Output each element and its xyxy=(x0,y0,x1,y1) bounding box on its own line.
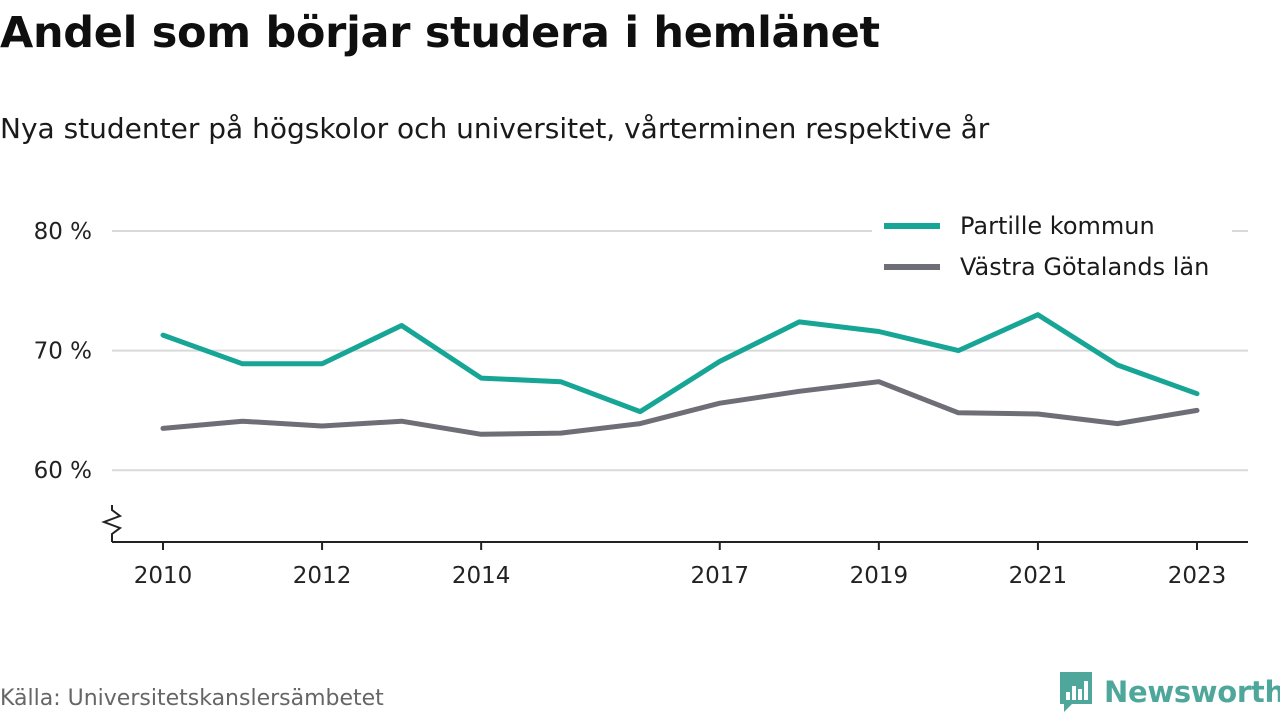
line-chart: 60 % 70 % 80 % 2010 2012 2014 2017 2019 2021 2023… xyxy=(33,204,1248,589)
source-note: Källa: Universitetskanslersämbetet xyxy=(0,686,384,711)
chart-title: Andel som börjar studera i hemlänet xyxy=(0,8,880,58)
x-tick-label: 2012 xyxy=(293,563,352,589)
x-tick-label: 2019 xyxy=(850,563,909,589)
x-tick-label: 2014 xyxy=(452,563,511,589)
series-line-0 xyxy=(160,312,1200,415)
axes: 60 % 70 % 80 % 2010 2012 2014 2017 2019 2021 2023 xyxy=(34,219,1248,589)
brand-logo: Newsworthy xyxy=(1058,670,1280,714)
x-tick-label: 2017 xyxy=(690,563,749,589)
series-lines xyxy=(160,312,1200,437)
legend-label: Västra Götalands län xyxy=(960,253,1209,281)
x-tick-label: 2021 xyxy=(1009,563,1068,589)
y-tick-label: 70 % xyxy=(34,339,92,365)
x-tick-label: 2023 xyxy=(1168,563,1227,589)
y-tick-label: 60 % xyxy=(34,458,92,484)
brand-name: Newsworthy xyxy=(1104,675,1280,709)
y-axis-break-marker xyxy=(101,505,123,542)
series-line-1 xyxy=(160,379,1200,437)
chart-subtitle: Nya studenter på högskolor och universit… xyxy=(0,112,990,145)
legend-label: Partille kommun xyxy=(960,212,1155,240)
legend-background xyxy=(872,204,1232,292)
x-tick-label: 2010 xyxy=(134,563,193,589)
bar-chart-speech-bubble-icon xyxy=(1060,672,1092,712)
y-tick-label: 80 % xyxy=(34,219,92,245)
legend: Partille kommun Västra Götalands län xyxy=(872,204,1232,292)
